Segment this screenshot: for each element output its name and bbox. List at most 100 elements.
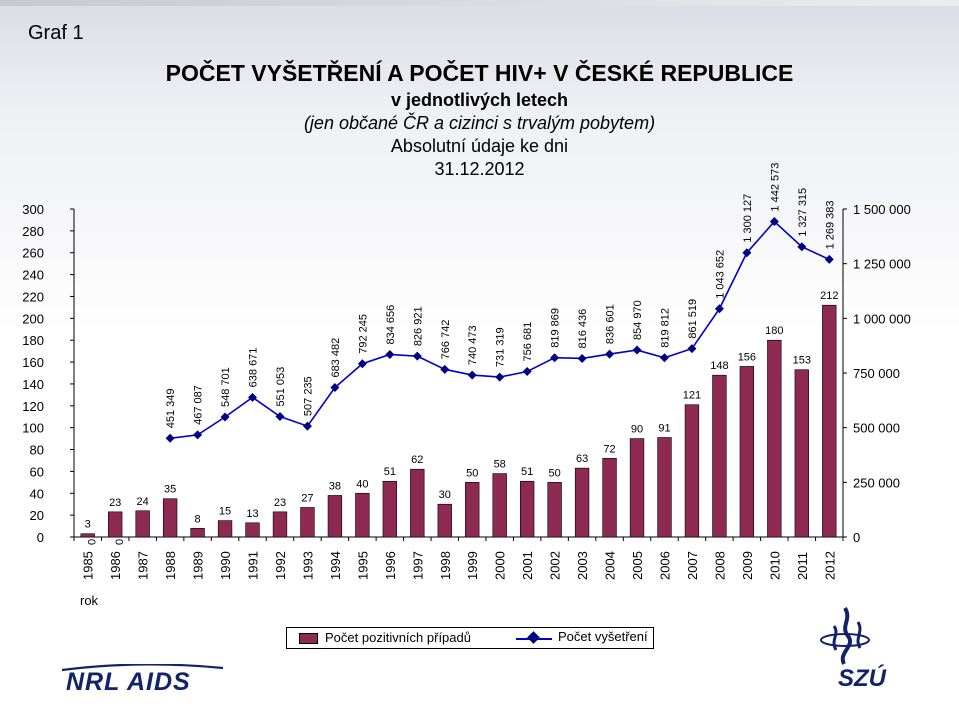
- right-tick-label: 1 000 000: [853, 311, 911, 326]
- line-marker: [659, 353, 669, 363]
- bar-data-label: 15: [219, 506, 231, 518]
- bar: [492, 473, 507, 538]
- x-tick-label: 1988: [163, 551, 178, 580]
- bar: [355, 492, 370, 538]
- x-tick-label: 1992: [273, 551, 288, 580]
- line-data-label: 451 349: [165, 389, 177, 429]
- line-data-label: 467 087: [193, 385, 205, 425]
- x-tick-label: 2011: [795, 552, 810, 580]
- bar-data-label: 148: [710, 360, 728, 372]
- bar: [739, 366, 755, 538]
- bar-data-label: 3: [85, 519, 91, 531]
- bar-data-label: 13: [246, 508, 258, 520]
- bar: [602, 457, 617, 538]
- bar-data-label: 8: [195, 513, 201, 525]
- bar: [410, 468, 425, 538]
- line-data-label: 826 921: [412, 306, 424, 346]
- left-tick-label: 60: [30, 464, 44, 479]
- line-marker: [467, 370, 477, 380]
- right-tick-label: 750 000: [853, 366, 900, 381]
- chart-subtitle-years: v jednotlivých letech: [390, 90, 569, 110]
- line-marker: [605, 349, 615, 359]
- x-tick-label: 1997: [410, 551, 425, 580]
- line-data-label: 854 970: [632, 300, 644, 340]
- x-tick-label: 2007: [685, 551, 700, 580]
- line-data-label: 731 319: [495, 327, 507, 367]
- right-y-axis: 0 250 000 500 000 750 000 1 000 000 1 250 000…: [843, 202, 911, 545]
- line-data-label: 766 742: [440, 320, 452, 360]
- top-bar: [0, 0, 959, 6]
- left-tick-label: 280: [22, 224, 44, 239]
- line-data-labels: 451 349 467 087 548 701 638 671 551 053 507 2…: [165, 163, 836, 429]
- x-tick-label: 2009: [740, 551, 755, 580]
- line-marker: [275, 412, 285, 422]
- x-tick-label: 1999: [465, 551, 480, 580]
- x-tick-label: 1994: [328, 551, 343, 580]
- bar: [629, 438, 645, 538]
- bar-data-label: 24: [137, 496, 149, 508]
- extra-zero-label: 0: [114, 539, 126, 545]
- bar-data-label: 212: [820, 290, 838, 302]
- nrl-aids-logo: NRL AIDS: [66, 668, 191, 696]
- line-marker: [824, 254, 834, 264]
- line-data-label: 836 601: [605, 304, 617, 344]
- bar-data-labels: 3 23 24 35 8 15 13 23 27 38 40 51 62 30 50 58 51 50 63 72 90…: [85, 290, 839, 531]
- bar-data-label: 35: [164, 484, 176, 496]
- bar-data-label: 62: [411, 454, 423, 466]
- x-tick-label: 2004: [603, 551, 618, 580]
- x-tick-label: 1993: [300, 551, 315, 580]
- chart-subtitle-population: (jen občané ČR a cizinci s trvalým pobyt…: [303, 113, 656, 133]
- bar: [712, 374, 727, 538]
- left-tick-label: 20: [30, 508, 44, 523]
- x-tick-label: 1987: [136, 551, 151, 580]
- line-data-label: 819 812: [659, 308, 671, 348]
- x-tick-label: 1989: [191, 551, 206, 580]
- line-marker: [302, 421, 312, 431]
- bar: [519, 480, 535, 538]
- x-tick-label: 2010: [767, 551, 782, 580]
- bar: [190, 527, 205, 538]
- legend: Počet pozitivních případů: [286, 627, 654, 649]
- line-data-label: 1 327 315: [797, 188, 809, 237]
- bar: [80, 533, 95, 538]
- line-data-label: 683 482: [330, 338, 342, 378]
- x-tick-label: 1996: [383, 551, 398, 580]
- szu-emblem-icon: [820, 606, 870, 665]
- bar-data-label: 50: [549, 467, 561, 479]
- line-marker: [714, 304, 724, 314]
- line-marker: [357, 359, 367, 369]
- line-data-label: 1 300 127: [742, 194, 754, 243]
- x-tick-label: 1998: [438, 551, 453, 580]
- line-data-label: 1 269 383: [824, 200, 836, 249]
- bar-data-label: 91: [658, 423, 670, 435]
- line-data-label: 756 681: [522, 322, 534, 362]
- left-tick-label: 120: [22, 399, 44, 414]
- line-data-label: 1 442 573: [769, 163, 781, 212]
- x-tick-label: 1991: [246, 551, 261, 580]
- bar-data-label: 40: [356, 478, 368, 490]
- bar: [245, 522, 260, 538]
- x-tick-label: 2008: [712, 551, 727, 580]
- x-tick-label: 2006: [657, 551, 672, 580]
- bar: [327, 495, 343, 538]
- x-tick-label: 1985: [81, 551, 96, 580]
- left-tick-label: 140: [22, 377, 44, 392]
- right-tick-label: 0: [853, 530, 860, 545]
- line-marker: [385, 349, 395, 359]
- line-series: [165, 217, 834, 443]
- bar-data-label: 121: [683, 390, 701, 402]
- bar-series: [80, 304, 837, 538]
- bar-data-label: 58: [494, 459, 506, 471]
- line-data-label: 819 869: [550, 308, 562, 348]
- bar: [300, 507, 315, 538]
- x-tick-label: 2001: [520, 551, 535, 580]
- line-marker: [248, 392, 258, 402]
- line-marker: [742, 248, 752, 258]
- line-marker: [550, 353, 560, 363]
- left-tick-label: 260: [22, 246, 44, 261]
- chart-title: POČET VYŠETŘENÍ A POČET HIV+ V ČESKÉ REP…: [165, 60, 794, 86]
- x-tick-label: 1995: [355, 551, 370, 580]
- x-tick-label: 1990: [218, 551, 233, 580]
